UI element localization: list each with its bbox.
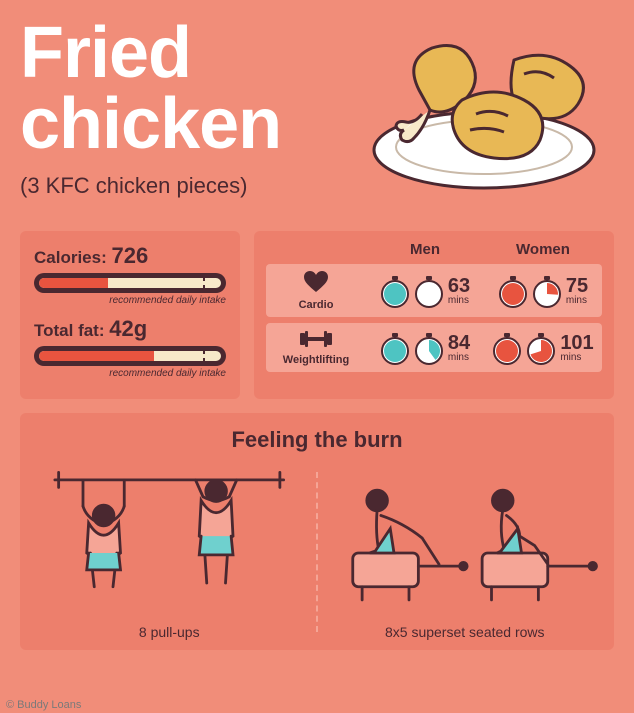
calories-sub: recommended daily intake (34, 295, 226, 306)
burn-divider (316, 472, 318, 632)
exercise-type-label: Weightlifting (266, 329, 366, 366)
calories-row: Calories: 726 recommended daily intake (34, 243, 226, 306)
fat-label: Total fat: (34, 321, 109, 340)
calories-bar (34, 273, 226, 293)
fat-bar (34, 346, 226, 366)
col-men: Men (366, 241, 484, 258)
fat-value: 42g (109, 316, 147, 341)
fat-sub: recommended daily intake (34, 368, 226, 379)
seated-rows-illustration (332, 463, 599, 613)
burn-panel: Feeling the burn (20, 413, 614, 650)
calories-value: 726 (111, 243, 148, 268)
calories-label: Calories: (34, 248, 111, 267)
women-cell: 101mins (484, 331, 602, 365)
exercise-type-label: Cardio (266, 270, 366, 311)
seated-rows-cell: 8x5 superset seated rows (332, 463, 599, 640)
fat-row: Total fat: 42g recommended daily intake (34, 316, 226, 379)
fried-chicken-illustration (364, 30, 604, 200)
title-line-2: chicken (20, 84, 281, 164)
dumbbell-icon (299, 329, 333, 352)
exercise-row: Weightlifting 84mins 101mins (266, 323, 602, 372)
heart-icon (303, 270, 329, 297)
nutrition-panel: Calories: 726 recommended daily intake T… (20, 231, 240, 399)
exercise-panel: Men Women Cardio 63mins (254, 231, 614, 399)
pullups-caption: 8 pull-ups (36, 624, 303, 640)
infographic-canvas: Fried chicken (3 KFC chicken pieces) Cal… (0, 0, 634, 713)
seated-rows-caption: 8x5 superset seated rows (332, 624, 599, 640)
men-cell: 84mins (366, 331, 484, 365)
exercise-row: Cardio 63mins 75mins (266, 264, 602, 317)
men-cell: 63mins (366, 274, 484, 308)
pullups-cell: 8 pull-ups (36, 463, 303, 640)
burn-title: Feeling the burn (36, 427, 598, 453)
image-credit: © Buddy Loans (6, 699, 81, 711)
col-women: Women (484, 241, 602, 258)
women-cell: 75mins (484, 274, 602, 308)
pullups-illustration (36, 463, 303, 613)
title-line-1: Fried (20, 13, 191, 93)
